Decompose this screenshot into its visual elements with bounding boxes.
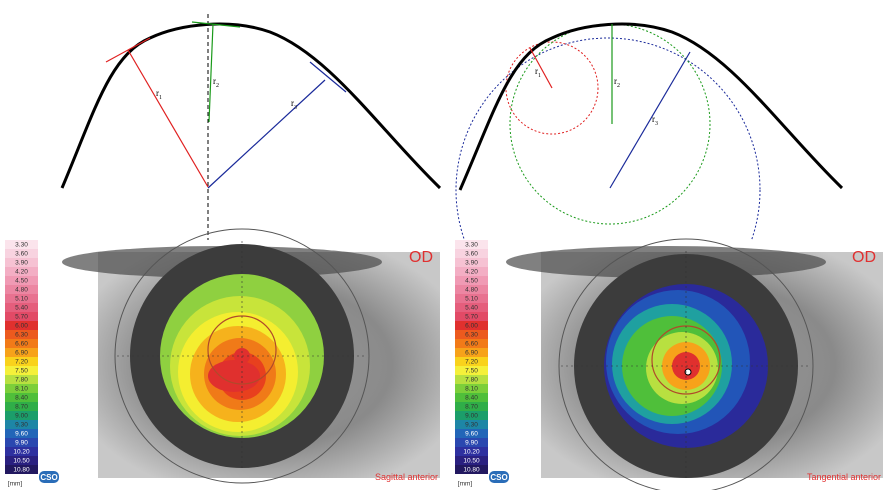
- scale-label: 8.10: [15, 386, 28, 393]
- scale-label: 5.40: [465, 305, 478, 312]
- tangent: [310, 62, 346, 92]
- radius-line: [209, 24, 213, 122]
- figure: r1 r2 r3 r1 r2 r3 3.30 3.60 3.90 4.20 4.50 4.…: [0, 0, 883, 490]
- scale-label: 3.60: [465, 251, 478, 258]
- scale-label: 5.70: [465, 314, 478, 321]
- subscript: 1: [159, 95, 162, 101]
- scale-label: 5.40: [15, 305, 28, 312]
- scale-label: 6.30: [15, 332, 28, 339]
- scale-label: 7.80: [15, 377, 28, 384]
- scale-label: 3.30: [15, 242, 28, 249]
- subscript: 1: [538, 73, 541, 79]
- scale-label: 3.60: [15, 251, 28, 258]
- scale-label: 5.10: [465, 296, 478, 303]
- cornea-curve: [62, 24, 440, 188]
- radius-label: r2: [614, 76, 620, 89]
- subscript: 2: [617, 83, 620, 89]
- radius-line: [610, 52, 690, 188]
- scale-label: 9.30: [465, 422, 478, 429]
- radius-label: r3: [652, 114, 658, 127]
- logo: CSO: [40, 473, 57, 482]
- scale-label: 3.30: [465, 242, 478, 249]
- scale-label: 10.80: [463, 467, 480, 474]
- scale-label: 6.90: [15, 350, 28, 357]
- eye-side: OD: [409, 249, 433, 266]
- scale-label: 6.00: [465, 323, 478, 330]
- scale-label: 8.10: [465, 386, 478, 393]
- radius-label: r3: [291, 98, 297, 111]
- scale-label: 7.50: [15, 368, 28, 375]
- radius-label: r2: [213, 76, 219, 89]
- scale-label: 4.20: [465, 269, 478, 276]
- scale-label: 6.30: [465, 332, 478, 339]
- scale-label: 9.00: [15, 413, 28, 420]
- scale-label: 9.90: [15, 440, 28, 447]
- scale-label: 9.90: [465, 440, 478, 447]
- subscript: 3: [294, 105, 297, 111]
- maps: 3.30 3.60 3.90 4.20 4.50 4.80 5.10 5.40 5.70 6.00…: [5, 229, 883, 490]
- scale-label: 8.70: [15, 404, 28, 411]
- scale-label: 10.50: [463, 458, 480, 465]
- scale-label: 3.90: [465, 260, 478, 267]
- logo: CSO: [490, 473, 507, 482]
- scale-label: 9.60: [15, 431, 28, 438]
- eye-side: OD: [852, 249, 876, 266]
- scale-label: 7.80: [465, 377, 478, 384]
- scale-unit: [mm]: [458, 481, 473, 488]
- topography-map: 3.30 3.60 3.90 4.20 4.50 4.80 5.10 5.40 5.70 6.00…: [455, 239, 883, 490]
- scale-label: 9.00: [465, 413, 478, 420]
- radius-line: [128, 50, 208, 187]
- scale-unit: [mm]: [8, 481, 23, 488]
- scale-label: 7.50: [465, 368, 478, 375]
- scale-label: 5.10: [15, 296, 28, 303]
- scale-label: 7.20: [465, 359, 478, 366]
- radius-line: [208, 80, 325, 188]
- curvature-zone: [208, 360, 260, 392]
- map-caption: Sagittal anterior: [375, 472, 438, 482]
- scale-label: 4.80: [465, 287, 478, 294]
- scale-label: 7.20: [15, 359, 28, 366]
- scale-label: 8.70: [465, 404, 478, 411]
- cornea-curve: [460, 24, 842, 190]
- radius-label: r1: [535, 66, 541, 79]
- scale-label: 10.20: [463, 449, 480, 456]
- scale-label: 4.80: [15, 287, 28, 294]
- topography-map: 3.30 3.60 3.90 4.20 4.50 4.80 5.10 5.40 5.70 6.00…: [5, 229, 440, 488]
- scale-label: 4.50: [15, 278, 28, 285]
- scale-label: 10.80: [13, 467, 30, 474]
- scale-label: 9.30: [15, 422, 28, 429]
- scale-label: 6.00: [15, 323, 28, 330]
- scale-label: 6.60: [465, 341, 478, 348]
- map-caption: Tangential anterior: [807, 472, 881, 482]
- scale-label: 9.60: [465, 431, 478, 438]
- scale-label: 6.90: [465, 350, 478, 357]
- subscript: 2: [216, 83, 219, 89]
- scale-label: 8.40: [15, 395, 28, 402]
- scale-label: 8.40: [465, 395, 478, 402]
- scale-label: 6.60: [15, 341, 28, 348]
- scale-label: 10.20: [13, 449, 30, 456]
- scale-label: 3.90: [15, 260, 28, 267]
- sagittal-diagram: r1 r2 r3: [62, 14, 440, 240]
- scale-label: 4.20: [15, 269, 28, 276]
- scale-label: 10.50: [13, 458, 30, 465]
- subscript: 3: [655, 121, 658, 127]
- scale-label: 4.50: [465, 278, 478, 285]
- radius-line: [530, 48, 552, 88]
- scale-label: 5.70: [15, 314, 28, 321]
